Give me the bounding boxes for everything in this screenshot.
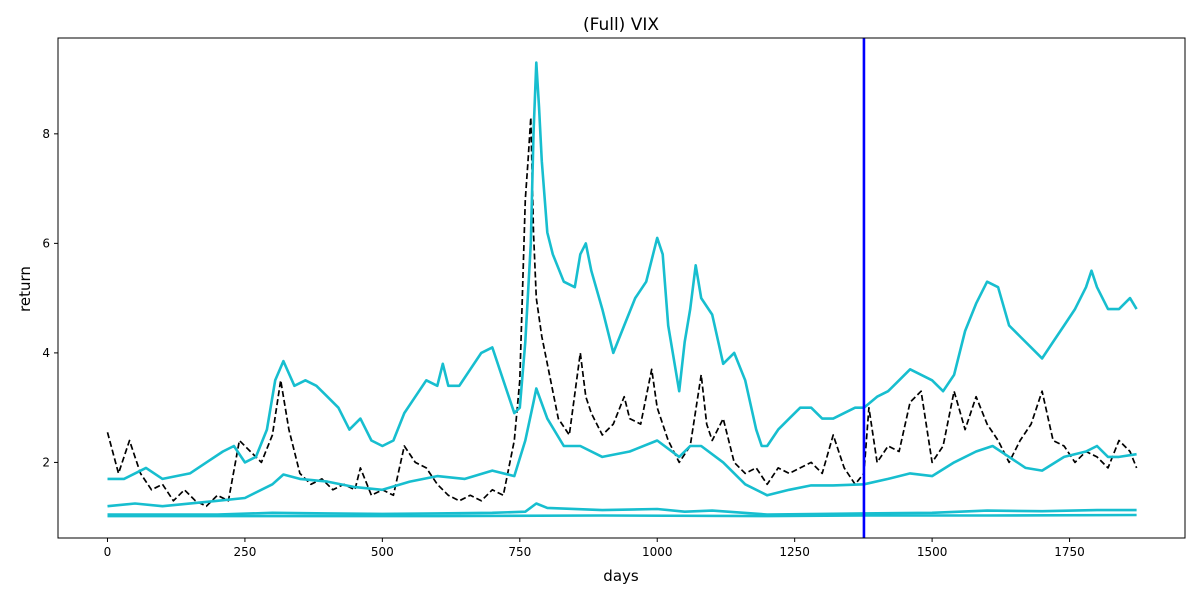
series-line-1: [106, 116, 1138, 508]
x-axis-label: days: [603, 567, 639, 585]
plot-area: [106, 38, 1138, 538]
x-tick-label: 500: [371, 545, 394, 559]
series-line-4: [107, 502, 1137, 516]
chart-title: (Full) VIX: [583, 15, 659, 35]
series-group: [106, 61, 1138, 518]
y-tick-label: 4: [42, 346, 50, 360]
x-tick-label: 1250: [779, 545, 810, 559]
x-tick-label: 750: [508, 545, 531, 559]
x-tick-label: 1000: [642, 545, 673, 559]
axes: 0 250 500 750 1000 1250 1500 1750 2 4 6 8: [42, 37, 1186, 559]
series-line-2: [107, 61, 1138, 481]
series-line-5: [107, 513, 1137, 518]
y-tick-label: 6: [42, 236, 50, 250]
x-tick-label: 1750: [1054, 545, 1085, 559]
y-axis-label: return: [16, 266, 34, 312]
series-line-3: [107, 387, 1137, 508]
y-tick-label: 2: [42, 455, 50, 469]
plot-frame: [57, 37, 1186, 539]
x-tick-label: 0: [104, 545, 112, 559]
x-tick-label: 1500: [917, 545, 948, 559]
y-tick-label: 8: [42, 127, 50, 141]
x-tick-label: 250: [233, 545, 256, 559]
